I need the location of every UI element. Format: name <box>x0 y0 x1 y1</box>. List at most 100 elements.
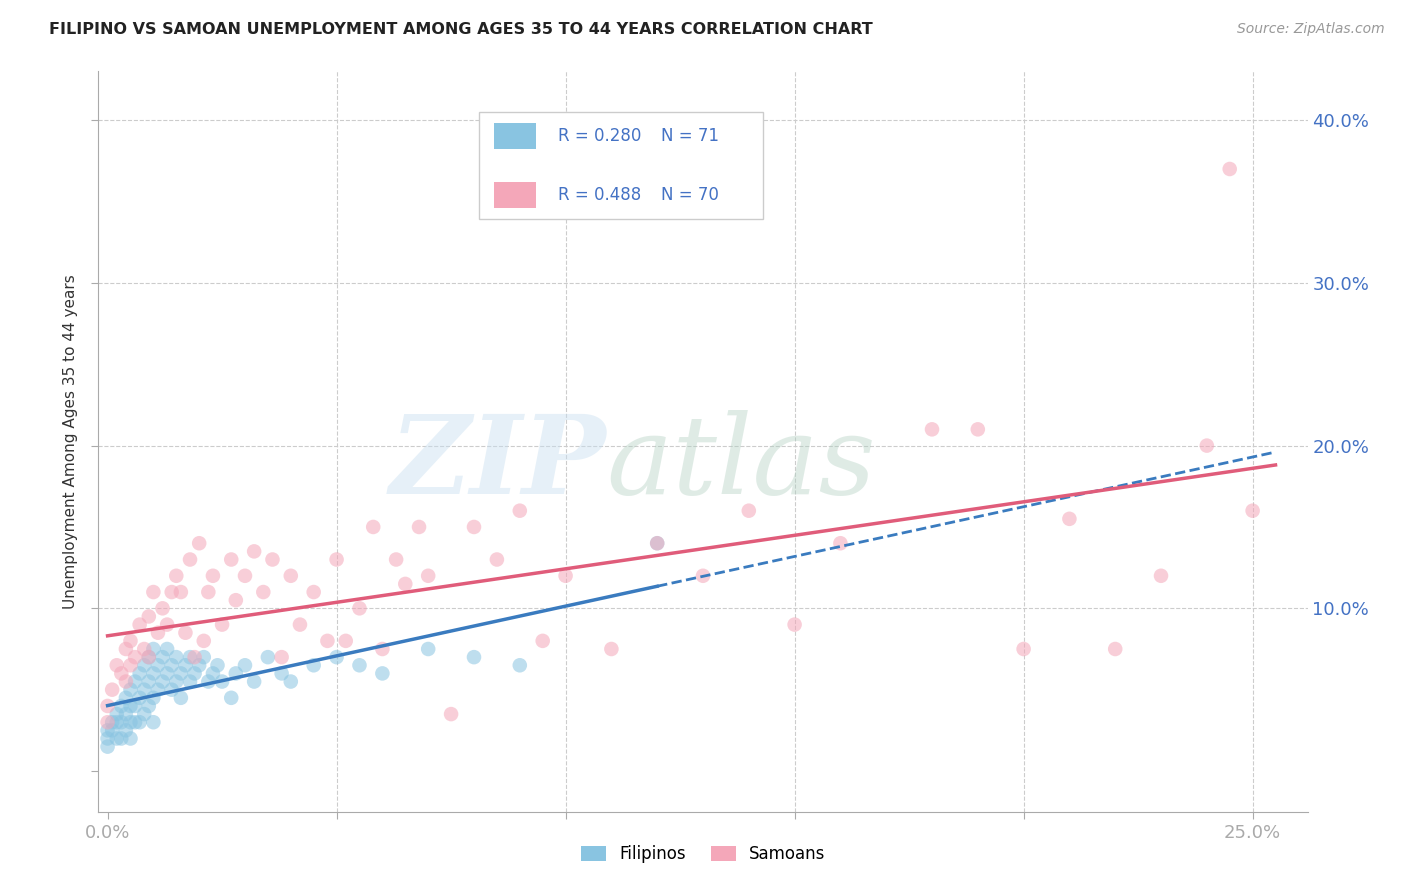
Point <box>509 658 531 673</box>
Point <box>138 609 160 624</box>
Point <box>1150 568 1173 582</box>
Point <box>128 690 150 705</box>
Point <box>174 658 197 673</box>
Point <box>262 552 284 566</box>
Point <box>316 633 339 648</box>
Point <box>252 585 274 599</box>
Point <box>418 568 440 582</box>
Point <box>225 593 247 607</box>
Point <box>115 642 138 657</box>
Point <box>201 666 224 681</box>
Point <box>1195 439 1218 453</box>
Point <box>138 698 160 713</box>
Point <box>207 658 229 673</box>
Point <box>188 658 211 673</box>
Point <box>193 633 215 648</box>
Point <box>105 715 128 730</box>
Point <box>233 658 256 673</box>
Point <box>463 520 485 534</box>
Text: FILIPINO VS SAMOAN UNEMPLOYMENT AMONG AGES 35 TO 44 YEARS CORRELATION CHART: FILIPINO VS SAMOAN UNEMPLOYMENT AMONG AG… <box>49 22 873 37</box>
Point <box>440 707 463 722</box>
Point <box>134 658 156 673</box>
Point <box>160 585 183 599</box>
Point <box>115 723 138 738</box>
Point <box>183 650 205 665</box>
Point <box>152 674 174 689</box>
Point <box>418 642 440 657</box>
Point <box>645 536 668 550</box>
Point <box>645 536 668 550</box>
Point <box>257 650 280 665</box>
Point <box>197 585 219 599</box>
Point <box>97 739 120 754</box>
Point <box>193 650 215 665</box>
Point <box>270 666 292 681</box>
Point <box>152 650 174 665</box>
Point <box>165 568 187 582</box>
Point <box>211 674 233 689</box>
Point <box>830 536 852 550</box>
Point <box>134 682 156 697</box>
Point <box>165 650 187 665</box>
Point <box>138 650 160 665</box>
Point <box>179 552 201 566</box>
Point <box>349 658 371 673</box>
Legend: Filipinos, Samoans: Filipinos, Samoans <box>574 838 832 870</box>
Point <box>105 707 128 722</box>
Point <box>124 674 146 689</box>
Point <box>600 642 623 657</box>
Point <box>509 504 531 518</box>
Point <box>280 568 302 582</box>
Point <box>124 698 146 713</box>
Point <box>225 666 247 681</box>
Point <box>335 633 357 648</box>
Point <box>156 642 179 657</box>
Point <box>101 715 124 730</box>
Text: N = 70: N = 70 <box>661 186 718 204</box>
Point <box>1012 642 1035 657</box>
Point <box>361 520 384 534</box>
Point <box>110 698 132 713</box>
Point <box>174 625 197 640</box>
Point <box>142 666 165 681</box>
Point <box>101 682 124 697</box>
Point <box>463 650 485 665</box>
Point <box>128 715 150 730</box>
Text: R = 0.488: R = 0.488 <box>558 186 641 204</box>
Point <box>124 650 146 665</box>
Point <box>371 642 394 657</box>
Point <box>188 536 211 550</box>
Point <box>1219 161 1241 176</box>
Point <box>142 715 165 730</box>
Text: ZIP: ZIP <box>389 410 606 517</box>
Point <box>325 650 347 665</box>
Point <box>110 715 132 730</box>
Point <box>142 642 165 657</box>
Point <box>156 617 179 632</box>
Point <box>385 552 408 566</box>
Point <box>783 617 806 632</box>
Point <box>288 617 311 632</box>
Point <box>115 674 138 689</box>
Point <box>138 674 160 689</box>
Point <box>97 715 120 730</box>
Point <box>270 650 292 665</box>
Point <box>97 698 120 713</box>
FancyBboxPatch shape <box>479 112 763 219</box>
Point <box>120 731 142 746</box>
Bar <box>494 123 536 149</box>
Point <box>349 601 371 615</box>
Point <box>179 650 201 665</box>
Point <box>921 422 943 436</box>
Point <box>115 690 138 705</box>
Point <box>120 715 142 730</box>
Point <box>97 731 120 746</box>
Bar <box>494 183 536 209</box>
Point <box>128 617 150 632</box>
Point <box>1241 504 1264 518</box>
Point <box>1059 512 1081 526</box>
Point <box>966 422 988 436</box>
Point <box>170 690 193 705</box>
Point <box>692 568 714 582</box>
Point <box>325 552 347 566</box>
